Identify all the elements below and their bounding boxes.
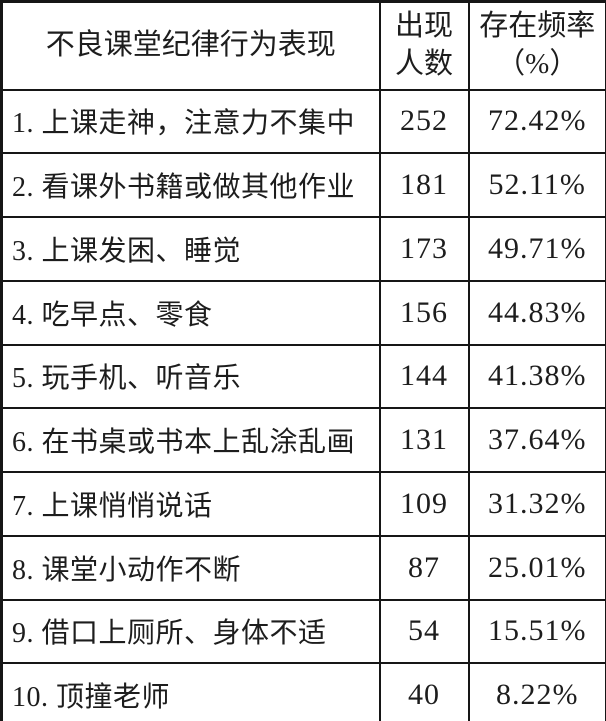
table-row: 10. 顶撞老师 40 8.22% bbox=[0, 662, 606, 721]
count-cell: 40 bbox=[378, 662, 470, 721]
count-cell: 131 bbox=[378, 407, 470, 473]
count-cell: 109 bbox=[378, 471, 470, 537]
count-cell: 144 bbox=[378, 343, 470, 410]
count-cell: 173 bbox=[378, 216, 470, 282]
table-row: 7. 上课悄悄说话 109 31.32% bbox=[0, 471, 606, 537]
count-cell: 181 bbox=[378, 152, 470, 218]
frequency-cell: 52.11% bbox=[467, 152, 606, 218]
count-cell: 252 bbox=[378, 88, 470, 155]
frequency-cell: 41.38% bbox=[467, 343, 606, 410]
behavior-cell: 1. 上课走神，注意力不集中 bbox=[0, 88, 381, 155]
behavior-cell: 6. 在书桌或书本上乱涂乱画 bbox=[0, 407, 381, 473]
frequency-cell: 31.32% bbox=[467, 471, 606, 537]
frequency-cell: 37.64% bbox=[467, 407, 606, 473]
table-row: 6. 在书桌或书本上乱涂乱画 131 37.64% bbox=[0, 407, 606, 473]
count-cell: 54 bbox=[378, 598, 470, 665]
table-row: 2. 看课外书籍或做其他作业 181 52.11% bbox=[0, 152, 606, 218]
table-row: 1. 上课走神，注意力不集中 252 72.42% bbox=[0, 88, 606, 155]
behavior-cell: 8. 课堂小动作不断 bbox=[0, 534, 381, 601]
column-header-count-line2: 人数 bbox=[394, 47, 453, 80]
frequency-cell: 25.01% bbox=[467, 534, 606, 601]
column-header-frequency-line2: （%） bbox=[496, 47, 579, 80]
frequency-cell: 72.42% bbox=[467, 88, 606, 155]
table-row: 8. 课堂小动作不断 87 25.01% bbox=[0, 534, 606, 601]
column-header-behavior: 不良课堂纪律行为表现 bbox=[0, 0, 381, 91]
column-header-count: 出现 人数 bbox=[378, 0, 470, 91]
frequency-cell: 15.51% bbox=[467, 598, 606, 665]
table-row: 4. 吃早点、零食 156 44.83% bbox=[0, 279, 606, 346]
column-header-frequency-line1: 存在频率 bbox=[479, 10, 596, 43]
count-cell: 87 bbox=[378, 534, 470, 601]
table-row: 5. 玩手机、听音乐 144 41.38% bbox=[0, 343, 606, 410]
behavior-cell: 2. 看课外书籍或做其他作业 bbox=[0, 152, 381, 218]
frequency-cell: 44.83% bbox=[467, 279, 606, 346]
count-cell: 156 bbox=[378, 279, 470, 346]
behavior-cell: 10. 顶撞老师 bbox=[0, 662, 381, 721]
column-header-count-line1: 出现 bbox=[394, 10, 453, 43]
column-header-frequency: 存在频率 （%） bbox=[467, 0, 606, 91]
table-row: 3. 上课发困、睡觉 173 49.71% bbox=[0, 216, 606, 282]
behavior-cell: 4. 吃早点、零食 bbox=[0, 279, 381, 346]
frequency-cell: 8.22% bbox=[467, 662, 606, 721]
frequency-cell: 49.71% bbox=[467, 216, 606, 282]
behavior-cell: 9. 借口上厕所、身体不适 bbox=[0, 598, 381, 665]
behavior-cell: 7. 上课悄悄说话 bbox=[0, 471, 381, 537]
behavior-cell: 5. 玩手机、听音乐 bbox=[0, 343, 381, 410]
behavior-cell: 3. 上课发困、睡觉 bbox=[0, 216, 381, 282]
table-row: 9. 借口上厕所、身体不适 54 15.51% bbox=[0, 598, 606, 665]
header-row: 不良课堂纪律行为表现 出现 人数 存在频率 （%） bbox=[0, 0, 606, 91]
